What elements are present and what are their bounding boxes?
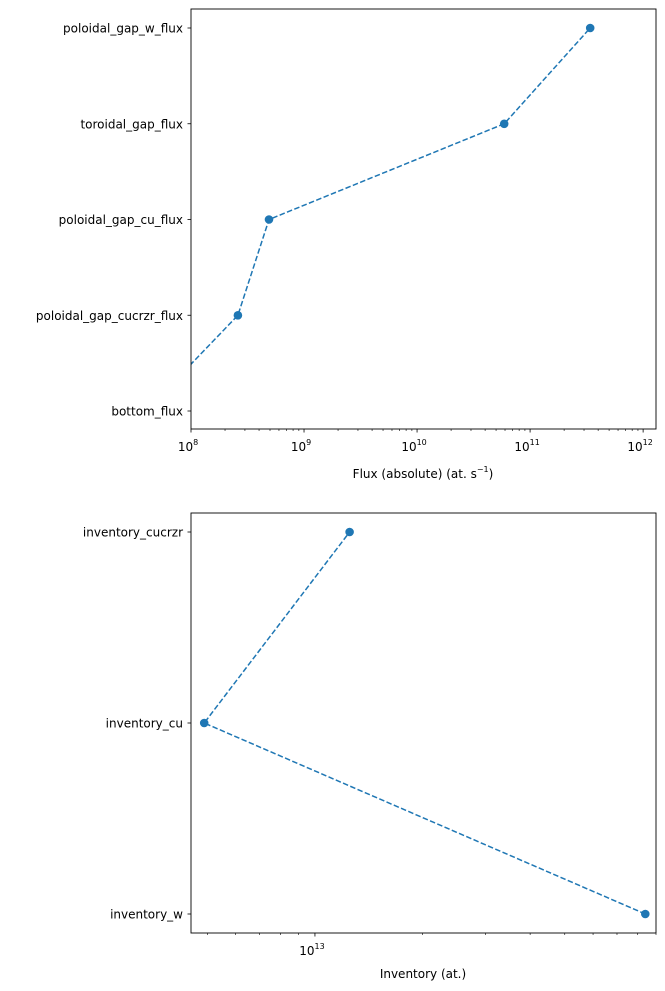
flux-chart: 108 109 1010 1011 1012 bottom_flux poloidal_g… bbox=[36, 8, 657, 481]
data-point-inventory_cu bbox=[199, 718, 209, 728]
y-tick-label: poloidal_gap_cu_flux bbox=[59, 213, 183, 227]
data-point-poloidal_gap_w_flux bbox=[585, 23, 595, 33]
flux-x-ticks: 108 109 1010 1011 1012 bbox=[178, 429, 653, 454]
data-point-poloidal_gap_cucrzr_flux bbox=[233, 311, 243, 320]
x-tick-label: 109 bbox=[291, 438, 311, 454]
x-tick-label: 1011 bbox=[514, 438, 539, 454]
x-tick-label: 1012 bbox=[627, 438, 652, 454]
x-tick-label: 1013 bbox=[299, 942, 324, 958]
y-tick-label: inventory_w bbox=[110, 908, 183, 922]
y-tick-label: poloidal_gap_w_flux bbox=[63, 22, 183, 36]
inventory-x-ticks: 1013 bbox=[207, 933, 657, 958]
flux-series bbox=[191, 23, 595, 366]
y-tick-label: inventory_cucrzr bbox=[83, 526, 183, 540]
x-tick-label: 108 bbox=[178, 438, 198, 454]
y-tick-label: inventory_cu bbox=[106, 717, 183, 731]
flux-plot-frame bbox=[190, 8, 657, 430]
data-point-inventory_cucrzr bbox=[345, 527, 354, 537]
flux-x-axis-label: Flux (absolute) (at. s−1) bbox=[353, 465, 494, 481]
data-point-toroidal_gap_flux bbox=[499, 119, 509, 129]
inventory-series bbox=[199, 527, 650, 919]
inventory-plot-frame bbox=[190, 512, 657, 934]
inventory-y-ticks: inventory_w inventory_cu inventory_cucrzr bbox=[83, 526, 191, 922]
flux-y-ticks: bottom_flux poloidal_gap_cucrzr_flux poloi… bbox=[36, 22, 191, 419]
inventory-chart: 1013 inventory_w inventory_cu inventory_cu… bbox=[83, 512, 657, 981]
data-point-inventory_w bbox=[641, 909, 650, 919]
series-line bbox=[191, 27, 591, 366]
inventory-x-axis-label: Inventory (at.) bbox=[380, 967, 466, 981]
x-tick-label: 1010 bbox=[401, 438, 426, 454]
y-tick-label: poloidal_gap_cucrzr_flux bbox=[36, 309, 183, 323]
y-tick-label: toroidal_gap_flux bbox=[80, 117, 183, 131]
data-point-poloidal_gap_cu_flux bbox=[264, 215, 274, 224]
series-line bbox=[203, 531, 646, 915]
y-tick-label: bottom_flux bbox=[111, 405, 183, 419]
